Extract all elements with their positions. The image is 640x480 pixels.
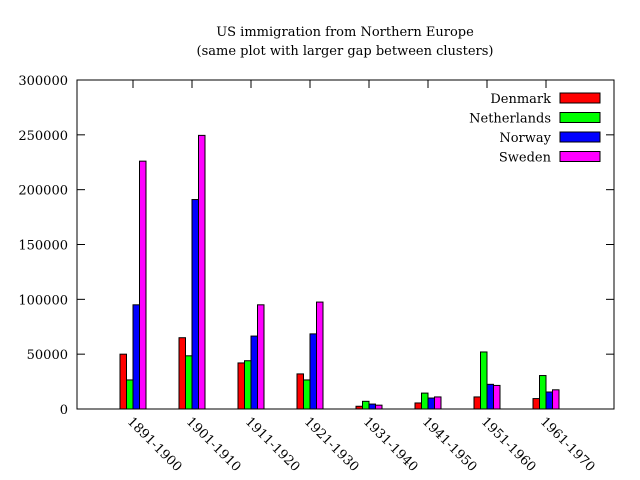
bar-denmark — [532, 398, 540, 410]
x-tick-label: 1951-1960 — [478, 414, 539, 475]
bar-norway — [132, 304, 140, 410]
legend-swatch-denmark — [559, 92, 601, 104]
x-tick-label: 1901-1910 — [183, 414, 244, 475]
bar-netherlands — [362, 400, 370, 410]
y-tick-label: 50000 — [27, 348, 68, 363]
bar-netherlands — [303, 379, 311, 410]
bar-denmark — [355, 405, 363, 410]
bar-sweden — [316, 301, 324, 410]
chart-subtitle: (same plot with larger gap between clust… — [197, 44, 494, 59]
bar-norway — [427, 397, 435, 410]
legend-label-denmark: Denmark — [490, 92, 551, 107]
legend-swatch-netherlands — [559, 112, 601, 123]
y-tick-label: 150000 — [18, 239, 68, 254]
bar-netherlands — [185, 355, 193, 410]
bar-sweden — [198, 134, 206, 410]
legend-label-norway: Norway — [499, 131, 551, 146]
x-tick-label: 1941-1950 — [419, 414, 480, 475]
bar-sweden — [257, 304, 265, 410]
y-tick-label: 100000 — [18, 293, 68, 308]
bar-norway — [545, 391, 553, 410]
plot-frame — [76, 79, 615, 410]
legend-label-netherlands: Netherlands — [469, 112, 551, 127]
legend-label-sweden: Sweden — [499, 151, 552, 166]
y-tick-label: 200000 — [18, 184, 68, 199]
bar-norway — [368, 403, 376, 410]
bar-denmark — [473, 396, 481, 410]
plot-axes — [76, 79, 615, 410]
bar-netherlands — [244, 360, 252, 410]
legend-swatch-sweden — [559, 151, 601, 162]
bar-denmark — [119, 353, 127, 410]
bar-norway — [309, 333, 317, 410]
x-tick-label: 1961-1970 — [537, 414, 598, 475]
legend: Denmark Netherlands Norway Sweden — [469, 92, 601, 166]
bar-netherlands — [126, 379, 134, 410]
bar-netherlands — [480, 351, 488, 410]
y-tick-label: 250000 — [18, 129, 68, 144]
x-tick-label: 1891-1900 — [124, 414, 185, 475]
y-tick-label: 300000 — [18, 74, 68, 89]
bar-norway — [250, 335, 258, 410]
bar-sweden — [493, 384, 501, 410]
x-tick-label: 1911-1920 — [242, 414, 303, 475]
y-axis-ticks: 0 50000 100000 150000 200000 250000 300000 — [18, 74, 614, 418]
bar-denmark — [178, 337, 186, 410]
bar-netherlands — [421, 392, 429, 410]
bar-sweden — [375, 404, 383, 410]
bar-denmark — [414, 402, 422, 410]
x-tick-label: 1921-1930 — [301, 414, 362, 475]
y-tick-label: 0 — [60, 403, 68, 418]
bar-denmark — [237, 362, 245, 410]
bar-sweden — [552, 389, 560, 410]
bar-sweden — [434, 396, 442, 410]
bar-netherlands — [539, 375, 547, 410]
bar-norway — [486, 383, 494, 410]
bar-denmark — [296, 373, 304, 410]
bar-sweden — [139, 160, 147, 410]
legend-swatch-norway — [559, 131, 601, 143]
bar-norway — [191, 199, 199, 410]
x-tick-label: 1931-1940 — [360, 414, 421, 475]
chart-title: US immigration from Northern Europe — [216, 25, 474, 40]
bars-group — [119, 134, 560, 410]
